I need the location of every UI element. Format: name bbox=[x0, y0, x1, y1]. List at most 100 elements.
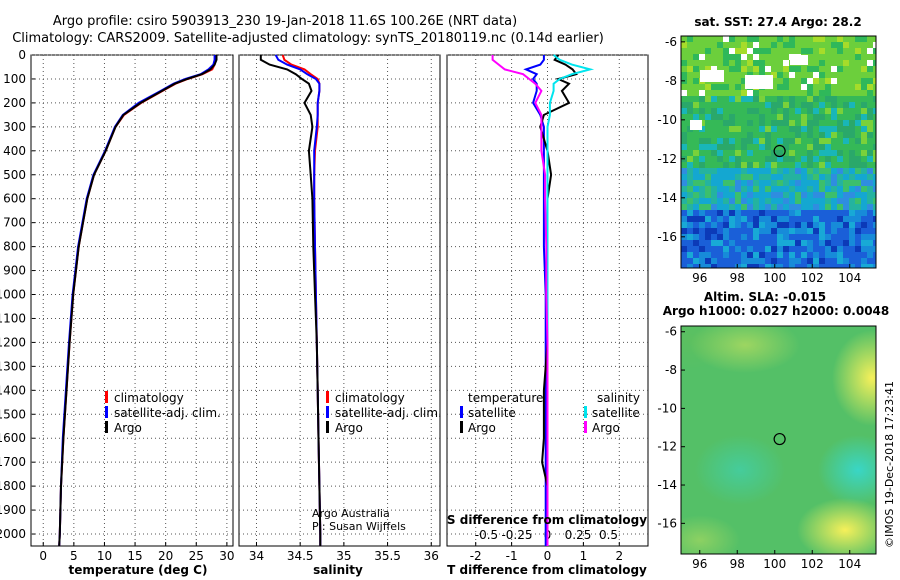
sla-map-axes: 96 98 100 102 104 -6 -8 -10 -12 -14 -16 bbox=[657, 325, 861, 571]
x-tick-label: 0 bbox=[39, 549, 47, 563]
legend-swatch-climatology bbox=[105, 391, 108, 403]
depth-tick-label: 1100 bbox=[0, 311, 26, 325]
difference-legend-t-argo: Argo bbox=[468, 421, 496, 435]
depth-tick-label: 1300 bbox=[0, 359, 26, 373]
x-tick-label: 15 bbox=[127, 549, 142, 563]
x-tick-label: 36 bbox=[424, 549, 439, 563]
legend-swatch-t-argo bbox=[460, 421, 463, 433]
series-line bbox=[58, 55, 218, 547]
x-tick-label: 20 bbox=[158, 549, 173, 563]
depth-tick-label: 500 bbox=[3, 168, 26, 182]
depth-tick-label: 600 bbox=[3, 192, 26, 206]
x-tick-label: 34 bbox=[249, 549, 264, 563]
depth-tick-label: 900 bbox=[3, 264, 26, 278]
depth-axis: 0 100 200 300 400 500 600 700 800 900 1000 1100 1200… bbox=[0, 48, 35, 541]
series-line bbox=[58, 55, 216, 547]
legend-swatch-s-argo bbox=[584, 421, 587, 433]
x-tick-label: 25 bbox=[189, 549, 204, 563]
temperature-legend-satellite: satellite-adj. clim. bbox=[114, 406, 221, 420]
salinity-annotation-line-2: PI: Susan Wijffels bbox=[312, 520, 406, 533]
map-y-tick-label: -14 bbox=[657, 478, 677, 492]
legend-swatch-climatology bbox=[326, 391, 329, 403]
depth-tick-label: 400 bbox=[3, 144, 26, 158]
x-tick-label: -2 bbox=[470, 549, 482, 563]
map-y-tick-label: -16 bbox=[657, 516, 677, 530]
sla-argo-position-marker bbox=[773, 432, 786, 446]
sla-heatmap bbox=[681, 326, 876, 554]
salinity-grid: 34 34.5 35 35.5 36 bbox=[239, 54, 440, 563]
difference-legend-t-satellite: satellite bbox=[468, 406, 516, 420]
header-line-2: Climatology: CARS2009. Satellite-adjuste… bbox=[12, 31, 604, 46]
legend-swatch-t-satellite bbox=[460, 406, 463, 418]
sst-map-axes: 96 98 100 102 104 -6 -8 -10 -12 -14 -16 bbox=[657, 35, 861, 285]
map-x-tick-label: 104 bbox=[838, 557, 861, 571]
map-x-tick-label: 102 bbox=[801, 557, 824, 571]
salinity-diff-tick-label: -0.5 bbox=[475, 528, 498, 542]
legend-swatch-satellite bbox=[105, 406, 108, 418]
depth-tick-label: 1800 bbox=[0, 479, 26, 493]
map-x-tick-label: 102 bbox=[801, 271, 824, 285]
sla-map-title: Altim. SLA: -0.015 bbox=[704, 290, 826, 304]
difference-xlabel: T difference from climatology bbox=[447, 563, 647, 577]
series-line bbox=[491, 55, 549, 546]
salinity-legend-satellite: satellite-adj. clim. bbox=[335, 406, 442, 420]
map-x-tick-label: 98 bbox=[730, 557, 745, 571]
temperature-legend-climatology: climatology bbox=[114, 391, 184, 405]
map-x-tick-label: 96 bbox=[692, 557, 707, 571]
map-x-tick-label: 98 bbox=[730, 271, 745, 285]
map-y-tick-label: -6 bbox=[665, 325, 677, 339]
legend-swatch-satellite bbox=[326, 406, 329, 418]
map-x-tick-label: 100 bbox=[763, 557, 786, 571]
map-y-tick-label: -8 bbox=[665, 74, 677, 88]
x-tick-label: 34.5 bbox=[287, 549, 314, 563]
salinity-lines bbox=[259, 54, 322, 546]
imos-credit: ©IMOS 19-Dec-2018 17:23:41 bbox=[883, 381, 896, 548]
map-y-tick-label: -16 bbox=[657, 230, 677, 244]
depth-tick-label: 2000 bbox=[0, 527, 26, 541]
salinity-diff-tick-label: -0.25 bbox=[501, 528, 532, 542]
map-y-tick-label: -12 bbox=[657, 152, 677, 166]
series-line bbox=[546, 54, 595, 546]
salinity-legend: climatology satellite-adj. clim. Argo Ar… bbox=[312, 391, 442, 533]
legend-swatch-argo bbox=[326, 421, 329, 433]
salinity-xlabel: salinity bbox=[313, 563, 363, 577]
series-line bbox=[58, 55, 217, 547]
header-line-1: Argo profile: csiro 5903913_230 19-Jan-2… bbox=[53, 14, 517, 29]
depth-tick-label: 1900 bbox=[0, 503, 26, 517]
difference-legend: temperature satellite Argo salinity sate… bbox=[447, 391, 647, 527]
depth-tick-label: 1400 bbox=[0, 383, 26, 397]
x-tick-label: 35.5 bbox=[374, 549, 401, 563]
sst-map-frame bbox=[680, 35, 877, 269]
depth-tick-label: 1500 bbox=[0, 407, 26, 421]
map-y-tick-label: -14 bbox=[657, 191, 677, 205]
map-y-tick-label: -8 bbox=[665, 363, 677, 377]
sla-map-frame bbox=[680, 325, 877, 555]
x-tick-label: 1 bbox=[580, 549, 588, 563]
map-x-tick-label: 96 bbox=[692, 271, 707, 285]
salinity-diff-tick-label: 0.5 bbox=[599, 528, 618, 542]
x-tick-label: 5 bbox=[70, 549, 78, 563]
salinity-diff-tick-label: 0.25 bbox=[565, 528, 592, 542]
x-tick-label: 2 bbox=[615, 549, 623, 563]
map-x-tick-label: 104 bbox=[838, 271, 861, 285]
map-y-tick-label: -12 bbox=[657, 440, 677, 454]
salinity-annotation-line-1: Argo Australia bbox=[312, 507, 390, 520]
salinity-legend-climatology: climatology bbox=[335, 391, 405, 405]
salinity-difference-title: S difference from climatology bbox=[447, 513, 647, 527]
series-line bbox=[259, 55, 322, 546]
depth-tick-label: 100 bbox=[3, 72, 26, 86]
map-y-tick-label: -6 bbox=[665, 35, 677, 49]
salinity-panel-frame bbox=[238, 54, 441, 547]
x-tick-label: 35 bbox=[336, 549, 351, 563]
depth-tick-label: 1600 bbox=[0, 431, 26, 445]
difference-legend-s-satellite: satellite bbox=[592, 406, 640, 420]
temperature-legend-argo: Argo bbox=[114, 421, 142, 435]
temperature-lines bbox=[58, 55, 218, 547]
depth-tick-label: 1000 bbox=[0, 288, 26, 302]
legend-swatch-s-satellite bbox=[584, 406, 587, 418]
sst-heatmap bbox=[681, 36, 876, 268]
salinity-legend-argo: Argo bbox=[335, 421, 363, 435]
sst-argo-position-marker bbox=[773, 144, 786, 158]
temperature-xlabel: temperature (deg C) bbox=[69, 563, 208, 577]
